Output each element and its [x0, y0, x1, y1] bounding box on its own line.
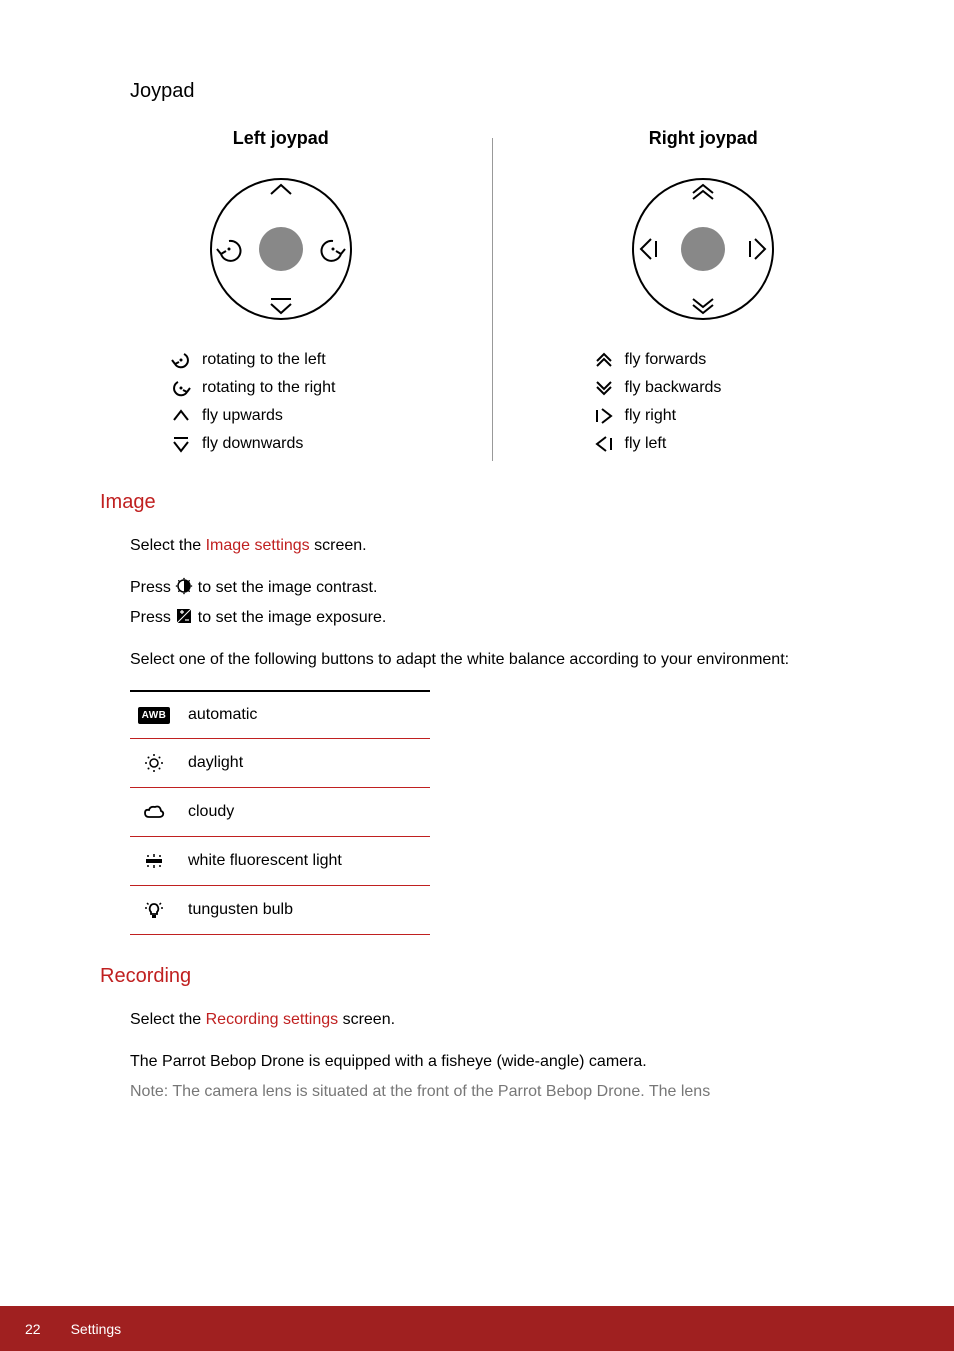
- wb-row-fluorescent: white fluorescent light: [130, 837, 430, 886]
- wb-label: automatic: [188, 706, 257, 724]
- recording-note: Note: The camera lens is situated at the…: [130, 1080, 854, 1104]
- joypad-divider: [492, 138, 493, 461]
- wb-label: tungusten bulb: [188, 901, 293, 919]
- text: screen.: [338, 1011, 395, 1028]
- image-heading: Image: [100, 491, 854, 514]
- wb-intro: Select one of the following buttons to a…: [130, 648, 854, 672]
- legend-label: rotating to the left: [202, 351, 326, 369]
- legend-fly-down: fly downwards: [170, 433, 335, 455]
- right-joypad-diagram: [613, 159, 793, 339]
- legend-label: fly forwards: [625, 351, 707, 369]
- recording-select-text: Select the Recording settings screen.: [130, 1008, 854, 1032]
- text: Press: [130, 579, 175, 596]
- backward-icon: [593, 377, 615, 399]
- wb-row-tungsten: tungusten bulb: [130, 886, 430, 935]
- right-bar-icon: [593, 405, 615, 427]
- legend-rotate-right: rotating to the right: [170, 377, 335, 399]
- text: Press: [130, 609, 175, 626]
- legend-fly-up: fly upwards: [170, 405, 335, 427]
- fluorescent-icon: [142, 851, 166, 871]
- left-joypad-col: Left joypad: [130, 128, 432, 461]
- right-joypad-legend: fly forwards fly backwards fly right fly…: [593, 349, 722, 461]
- wb-label: white fluorescent light: [188, 852, 342, 870]
- wb-label: cloudy: [188, 803, 234, 821]
- text: screen.: [310, 537, 367, 554]
- awb-icon: AWB: [138, 707, 171, 724]
- legend-fly-right: fly right: [593, 405, 722, 427]
- legend-label: fly left: [625, 435, 667, 453]
- exposure-icon: [175, 607, 193, 625]
- legend-fly-forwards: fly forwards: [593, 349, 722, 371]
- forward-icon: [593, 349, 615, 371]
- bulb-icon: [142, 900, 166, 920]
- legend-label: rotating to the right: [202, 379, 335, 397]
- legend-label: fly backwards: [625, 379, 722, 397]
- left-joypad-legend: rotating to the left rotating to the rig…: [170, 349, 335, 461]
- right-joypad-title: Right joypad: [649, 128, 758, 149]
- up-open-icon: [170, 405, 192, 427]
- left-joypad-diagram: [191, 159, 371, 339]
- rotate-right-icon: [170, 377, 192, 399]
- text: Select the: [130, 537, 206, 554]
- contrast-text: Press to set the image contrast.: [130, 576, 854, 600]
- footer-section: Settings: [71, 1321, 122, 1337]
- left-bar-icon: [593, 433, 615, 455]
- text: Select the: [130, 1011, 206, 1028]
- legend-label: fly downwards: [202, 435, 303, 453]
- sun-icon: [142, 753, 166, 773]
- legend-rotate-left: rotating to the left: [170, 349, 335, 371]
- wb-table: AWB automatic daylight cloudy white fluo…: [130, 690, 430, 935]
- wb-row-daylight: daylight: [130, 739, 430, 788]
- down-open-icon: [170, 433, 192, 455]
- joypad-heading: Joypad: [130, 80, 854, 103]
- page-number: 22: [25, 1321, 41, 1337]
- legend-label: fly right: [625, 407, 677, 425]
- legend-fly-backwards: fly backwards: [593, 377, 722, 399]
- note-text: The camera lens is situated at the front…: [168, 1083, 710, 1100]
- left-joypad-title: Left joypad: [233, 128, 329, 149]
- page-footer: 22 Settings: [0, 1306, 954, 1351]
- joypad-diagrams: Left joypad: [130, 128, 854, 461]
- wb-label: daylight: [188, 754, 243, 772]
- wb-row-cloudy: cloudy: [130, 788, 430, 837]
- legend-label: fly upwards: [202, 407, 283, 425]
- recording-line1: The Parrot Bebop Drone is equipped with …: [130, 1050, 854, 1074]
- legend-fly-left: fly left: [593, 433, 722, 455]
- contrast-icon: [175, 577, 193, 595]
- wb-row-automatic: AWB automatic: [130, 692, 430, 739]
- image-settings-link[interactable]: Image settings: [206, 537, 310, 554]
- right-joypad-col: Right joypad: [553, 128, 855, 461]
- exposure-text: Press to set the image exposure.: [130, 606, 854, 630]
- text: to set the image contrast.: [193, 579, 377, 596]
- rotate-left-icon: [170, 349, 192, 371]
- note-label: Note:: [130, 1083, 168, 1100]
- text: to set the image exposure.: [193, 609, 386, 626]
- recording-heading: Recording: [100, 965, 854, 988]
- recording-settings-link[interactable]: Recording settings: [206, 1011, 339, 1028]
- cloud-icon: [142, 802, 166, 822]
- image-select-text: Select the Image settings screen.: [130, 534, 854, 558]
